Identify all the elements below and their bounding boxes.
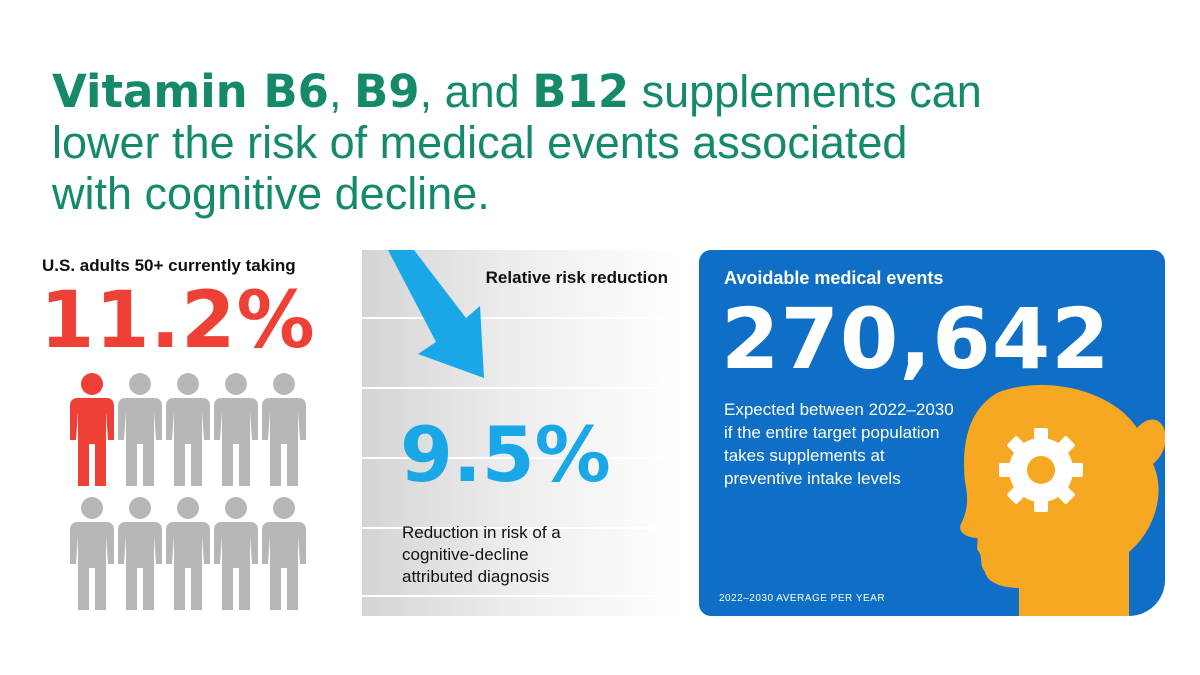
headline-b12: B12	[532, 65, 630, 118]
person-icon	[70, 373, 114, 486]
avoidable-events-label: Avoidable medical events	[724, 268, 944, 288]
person-icon	[214, 497, 258, 610]
adults-taking-panel: U.S. adults 50+ currently taking 11.2%	[40, 250, 340, 620]
gear-icon	[999, 428, 1083, 512]
adults-taking-percent: 11.2%	[40, 276, 316, 366]
headline-sep2: , and	[419, 66, 533, 117]
person-icon	[214, 373, 258, 486]
avoidable-events-footnote: 2022–2030 AVERAGE PER YEAR	[719, 593, 886, 604]
person-icon	[166, 373, 210, 486]
background-lines	[362, 317, 662, 597]
risk-reduction-percent: 9.5%	[400, 410, 611, 499]
person-icon	[262, 373, 306, 486]
person-icon	[166, 497, 210, 610]
headline-b6: Vitamin B6	[52, 65, 329, 118]
headline-b9: B9	[353, 65, 420, 118]
person-icon	[118, 497, 162, 610]
headline-rest: supplements can lower the risk of medica…	[52, 66, 982, 219]
headline: Vitamin B6, B9, and B12 supplements can …	[52, 66, 992, 219]
avoidable-events-panel: Avoidable medical events 270,642 Expecte…	[699, 250, 1165, 616]
head-silhouette-icon	[960, 385, 1165, 616]
adults-taking-label: U.S. adults 50+ currently taking	[42, 256, 296, 275]
avoidable-events-description: Expected between 2022–2030 if the entire…	[724, 400, 954, 488]
risk-reduction-label: Relative risk reduction	[485, 268, 668, 287]
headline-sep1: ,	[328, 66, 354, 117]
avoidable-events-value: 270,642	[721, 290, 1111, 388]
person-icon	[118, 373, 162, 486]
risk-reduction-panel: Relative risk reduction 9.5% Reduction i…	[362, 250, 682, 616]
down-arrow-icon	[388, 250, 484, 378]
person-icon	[262, 497, 306, 610]
person-icon	[70, 497, 114, 610]
people-pictogram	[68, 372, 318, 612]
risk-reduction-description: Reduction in risk of a cognitive-decline…	[402, 523, 561, 586]
